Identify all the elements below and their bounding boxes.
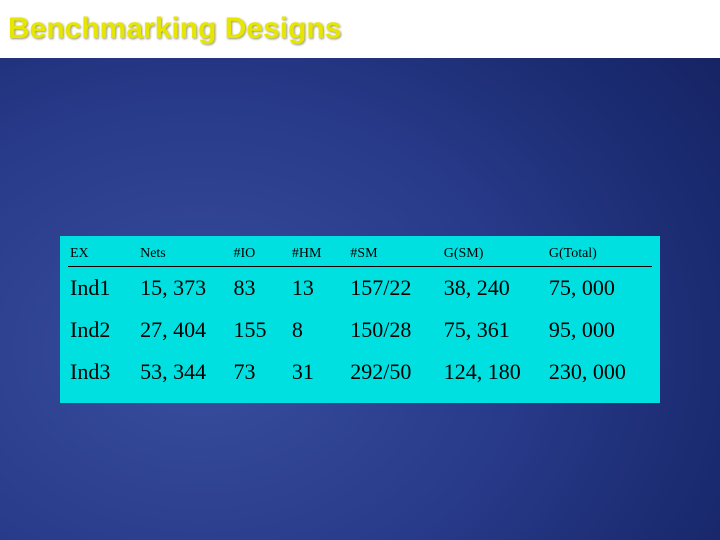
cell-nets: 53, 344	[138, 351, 231, 393]
table-row: Ind2 27, 404 155 8 150/28 75, 361 95, 00…	[68, 309, 652, 351]
table-row: Ind3 53, 344 73 31 292/50 124, 180 230, …	[68, 351, 652, 393]
col-header-hm: #HM	[290, 242, 348, 267]
col-header-io: #IO	[232, 242, 290, 267]
table-header-row: EX Nets #IO #HM #SM G(SM) G(Total)	[68, 242, 652, 267]
cell-nets: 15, 373	[138, 266, 231, 309]
col-header-gtot: G(Total)	[547, 242, 652, 267]
page-title: Benchmarking Designs	[8, 12, 341, 46]
cell-ex: Ind2	[68, 309, 138, 351]
cell-io: 73	[232, 351, 290, 393]
slide-body: EX Nets #IO #HM #SM G(SM) G(Total) Ind1 …	[0, 58, 720, 540]
cell-io: 155	[232, 309, 290, 351]
cell-gsm: 124, 180	[442, 351, 547, 393]
col-header-gsm: G(SM)	[442, 242, 547, 267]
cell-hm: 13	[290, 266, 348, 309]
cell-io: 83	[232, 266, 290, 309]
benchmark-table-wrapper: EX Nets #IO #HM #SM G(SM) G(Total) Ind1 …	[60, 236, 660, 403]
cell-sm: 150/28	[348, 309, 441, 351]
benchmark-table: EX Nets #IO #HM #SM G(SM) G(Total) Ind1 …	[68, 242, 652, 393]
title-bar: Benchmarking Designs	[0, 0, 720, 58]
cell-nets: 27, 404	[138, 309, 231, 351]
cell-hm: 31	[290, 351, 348, 393]
col-header-nets: Nets	[138, 242, 231, 267]
cell-sm: 157/22	[348, 266, 441, 309]
cell-ex: Ind1	[68, 266, 138, 309]
col-header-sm: #SM	[348, 242, 441, 267]
table-row: Ind1 15, 373 83 13 157/22 38, 240 75, 00…	[68, 266, 652, 309]
cell-gtot: 95, 000	[547, 309, 652, 351]
cell-sm: 292/50	[348, 351, 441, 393]
cell-gtot: 230, 000	[547, 351, 652, 393]
cell-ex: Ind3	[68, 351, 138, 393]
col-header-ex: EX	[68, 242, 138, 267]
cell-hm: 8	[290, 309, 348, 351]
cell-gtot: 75, 000	[547, 266, 652, 309]
cell-gsm: 38, 240	[442, 266, 547, 309]
cell-gsm: 75, 361	[442, 309, 547, 351]
